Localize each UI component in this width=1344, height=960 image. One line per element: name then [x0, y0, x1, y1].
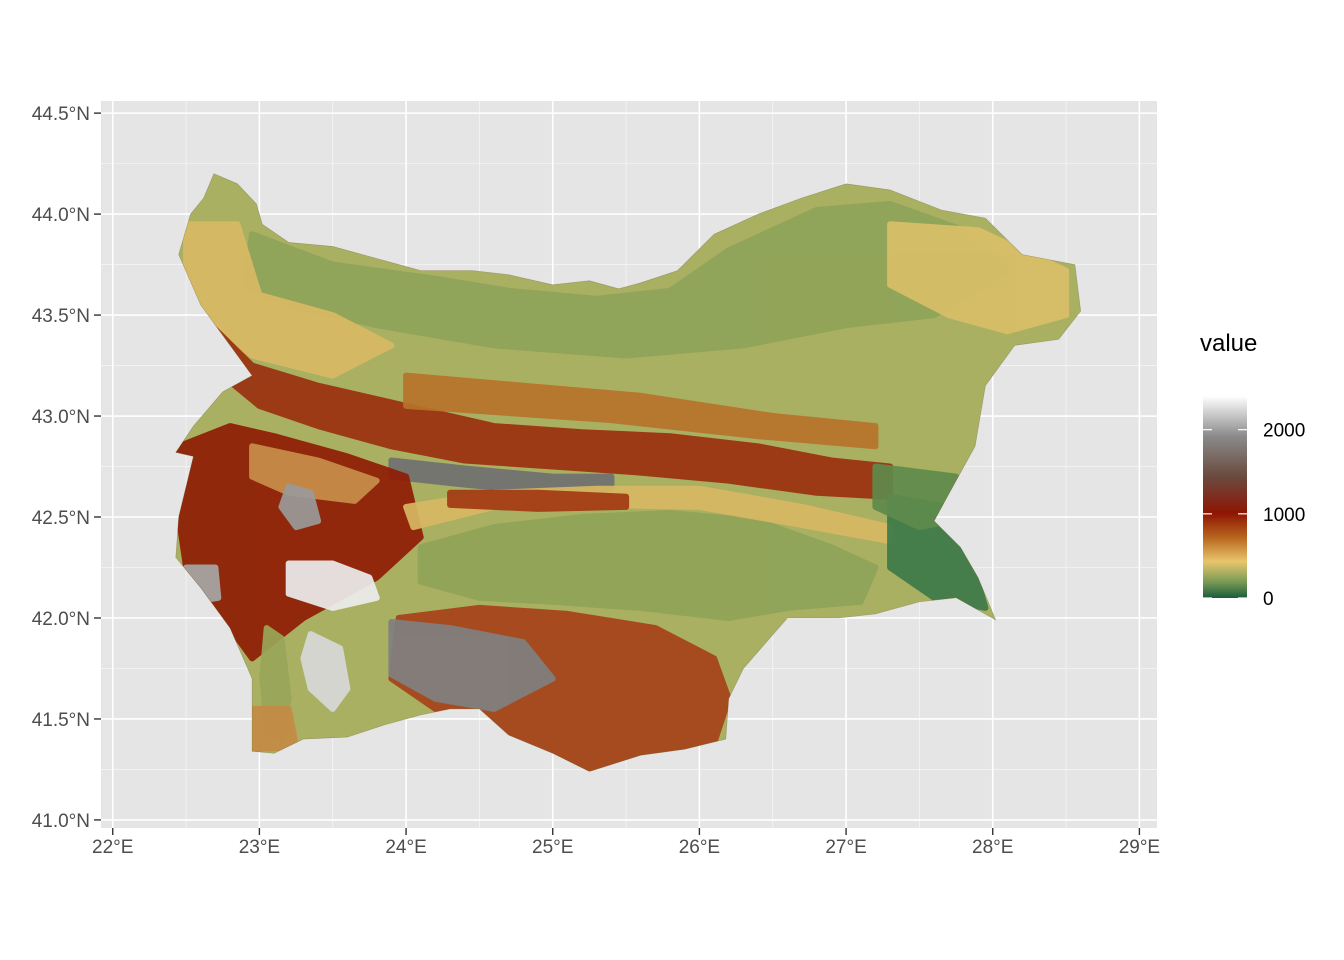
y-tick-label: 41.5°N	[32, 710, 90, 731]
legend-title: value	[1200, 330, 1257, 357]
x-tick-label: 24°E	[385, 837, 426, 858]
region-northwest-foothills	[183, 221, 395, 379]
region-vitosha	[278, 483, 322, 531]
x-tick-label: 22°E	[92, 837, 133, 858]
y-tick-label: 44.0°N	[32, 205, 90, 226]
region-southwest-lowland	[249, 705, 300, 753]
region-sredna-gora	[447, 489, 630, 512]
x-tick-label: 28°E	[972, 837, 1013, 858]
region-rila	[285, 560, 380, 611]
region-sofia-basin	[249, 443, 380, 504]
y-tick-label: 44.5°N	[32, 104, 90, 125]
country-raster-layer	[175, 173, 1082, 772]
region-west-rhodopes-high	[388, 619, 556, 712]
legend-break-label: 0	[1263, 589, 1274, 610]
legend-colorbar	[1203, 396, 1247, 598]
x-tick-label: 26°E	[679, 837, 720, 858]
legend-breaks: 0 1000 2000	[1203, 421, 1305, 610]
y-tick-label: 43.5°N	[32, 306, 90, 327]
region-central-bulgarian-plateau	[403, 372, 879, 450]
x-tick-label: 27°E	[825, 837, 866, 858]
axes: 22°E 23°E 24°E 25°E 26°E 27°E 28°E 29°E 41.0°N 41…	[32, 104, 1160, 858]
y-tick-label: 43.0°N	[32, 407, 90, 428]
legend: value 0 1000 2000	[1200, 330, 1305, 610]
x-tick-label: 23°E	[239, 837, 280, 858]
x-tick-label: 29°E	[1119, 837, 1160, 858]
legend-break-label: 2000	[1263, 421, 1305, 442]
y-tick-label: 41.0°N	[32, 811, 90, 832]
y-tick-label: 42.0°N	[32, 609, 90, 630]
region-pirin	[300, 631, 351, 712]
country-border	[175, 173, 1082, 772]
legend-break-label: 1000	[1263, 505, 1305, 526]
y-tick-label: 42.5°N	[32, 508, 90, 529]
region-upper-thracian-plain	[417, 510, 879, 621]
x-tick-label: 25°E	[532, 837, 573, 858]
